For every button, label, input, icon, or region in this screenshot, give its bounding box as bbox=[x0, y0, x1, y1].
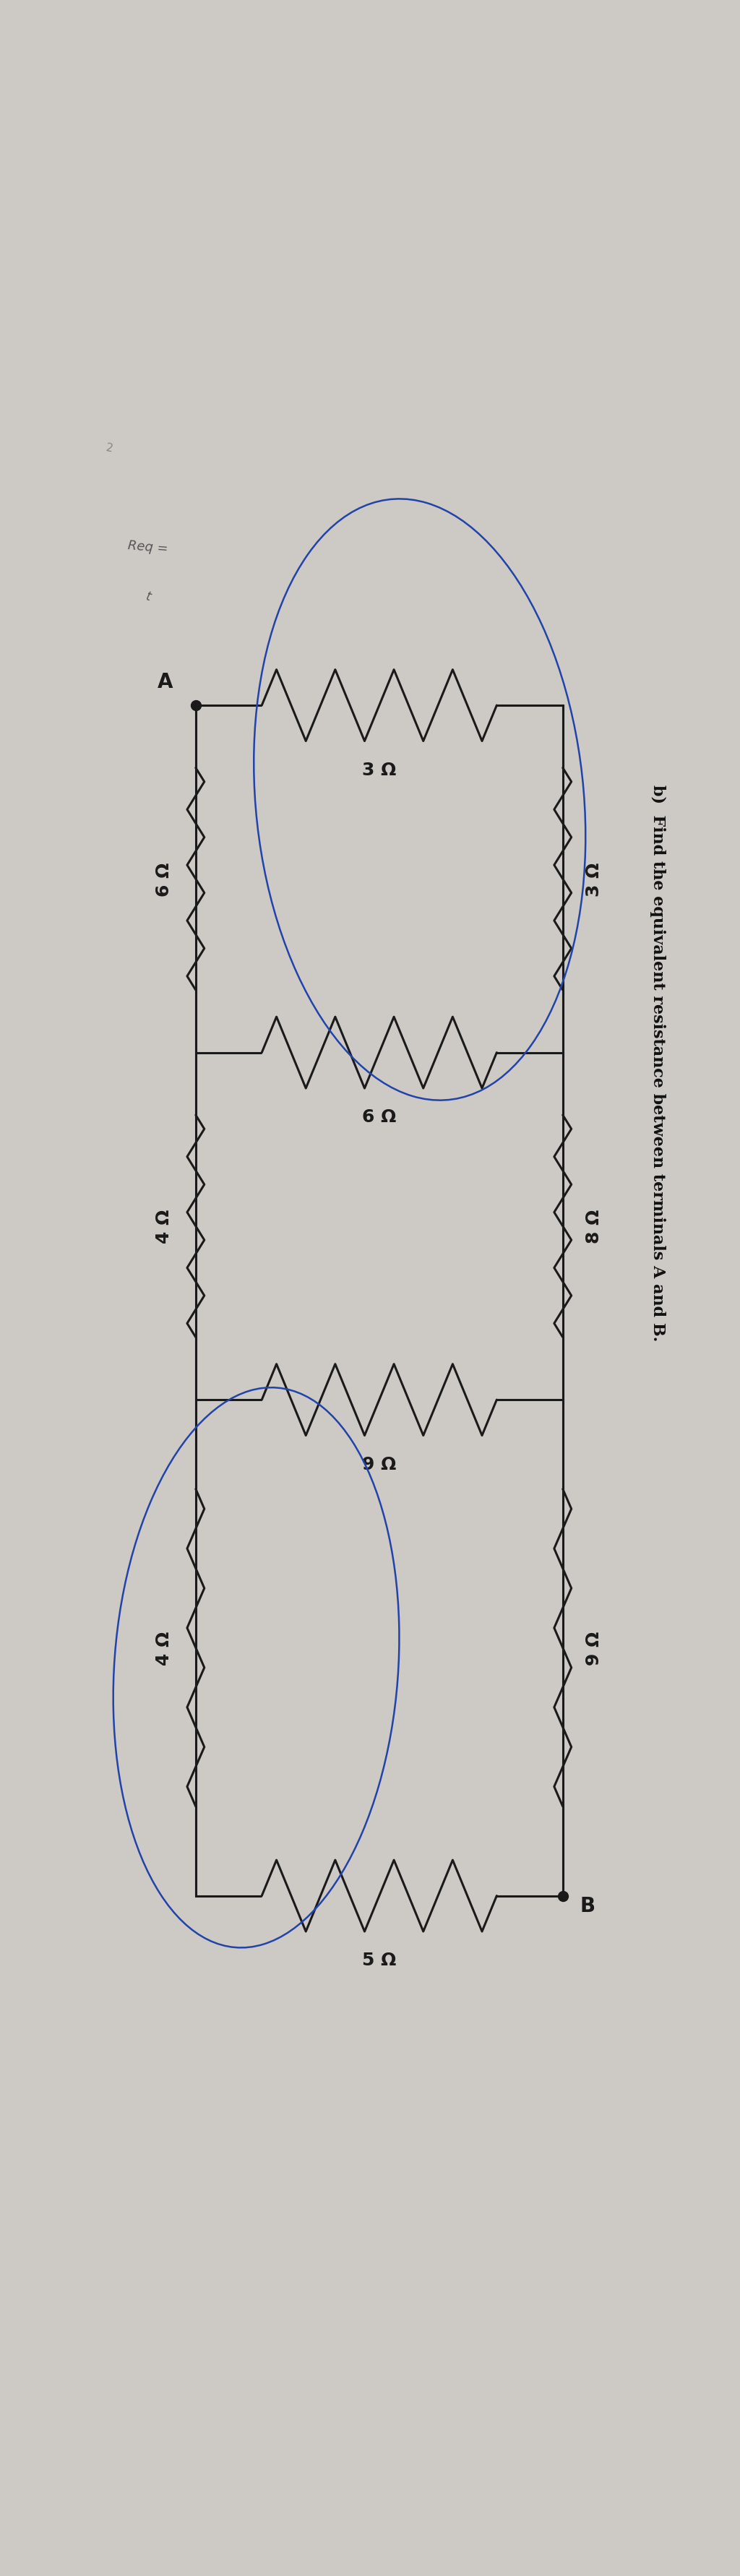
Text: 9 Ω: 9 Ω bbox=[586, 1631, 603, 1664]
Text: 5 Ω: 5 Ω bbox=[362, 1953, 397, 1968]
Text: 9 Ω: 9 Ω bbox=[362, 1455, 397, 1473]
Text: 6 Ω: 6 Ω bbox=[362, 1108, 397, 1126]
Text: 8 Ω: 8 Ω bbox=[586, 1208, 603, 1244]
Text: 2: 2 bbox=[105, 443, 114, 453]
Text: 4 Ω: 4 Ω bbox=[155, 1631, 172, 1664]
Text: t: t bbox=[144, 590, 152, 603]
Text: Req =: Req = bbox=[127, 538, 168, 556]
Text: 3 Ω: 3 Ω bbox=[362, 762, 397, 778]
Text: A: A bbox=[158, 672, 172, 693]
Text: 6 Ω: 6 Ω bbox=[155, 863, 172, 896]
Text: b)  Find the equivalent resistance between terminals A and B.: b) Find the equivalent resistance betwee… bbox=[650, 786, 665, 1342]
Text: 3 Ω: 3 Ω bbox=[586, 863, 603, 896]
Text: 4 Ω: 4 Ω bbox=[155, 1208, 172, 1244]
Text: B: B bbox=[580, 1896, 595, 1917]
